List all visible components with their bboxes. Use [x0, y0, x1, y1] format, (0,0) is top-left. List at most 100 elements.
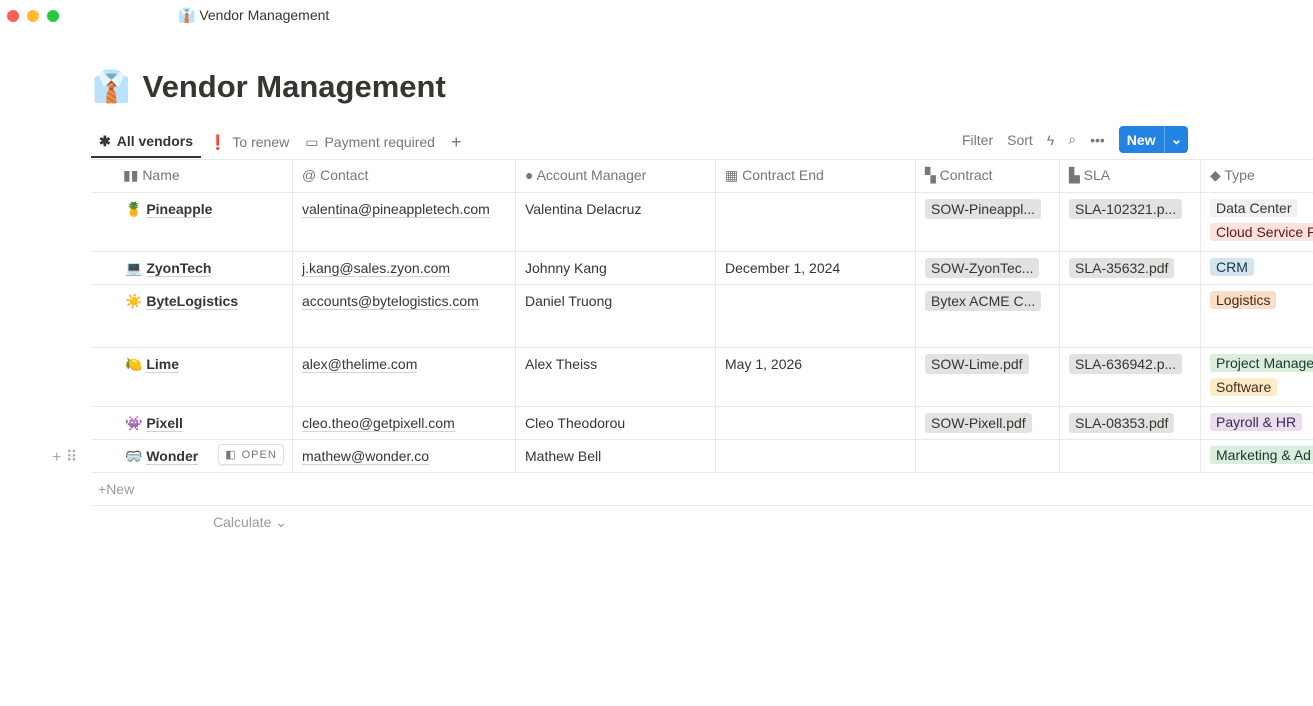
sla-cell[interactable]	[1060, 285, 1201, 347]
vendor-name-link[interactable]: Wonder	[146, 448, 199, 465]
add-row-button[interactable]: + New	[91, 473, 1313, 506]
contract-cell[interactable]	[916, 440, 1060, 472]
contact-cell[interactable]: mathew@wonder.co	[293, 440, 516, 472]
contract-end-cell[interactable]	[716, 407, 916, 439]
account-manager-cell[interactable]: Valentina Delacruz	[516, 193, 716, 251]
contract-cell[interactable]: SOW-ZyonTec...	[916, 252, 1060, 284]
contract-file[interactable]: SOW-ZyonTec...	[925, 258, 1040, 278]
calculate-button[interactable]: Calculate ⌄	[213, 514, 287, 530]
contact-cell[interactable]: cleo.theo@getpixell.com	[293, 407, 516, 439]
name-cell[interactable]: ☀️ ByteLogistics	[91, 285, 293, 347]
sla-cell[interactable]: SLA-08353.pdf	[1060, 407, 1201, 439]
type-tag[interactable]: Cloud Service P	[1210, 223, 1313, 241]
type-cell[interactable]: Project Manage Software	[1201, 348, 1313, 406]
automation-bolt-icon[interactable]: ϟ	[1046, 131, 1055, 148]
type-cell[interactable]: Marketing & Ad	[1201, 440, 1313, 472]
sla-cell[interactable]: SLA-35632.pdf	[1060, 252, 1201, 284]
name-cell[interactable]: 🥽 Wonder ◧ OPEN	[91, 440, 293, 472]
type-cell[interactable]: Payroll & HR	[1201, 407, 1313, 439]
contact-cell[interactable]: accounts@bytelogistics.com	[293, 285, 516, 347]
table-row[interactable]: 🥽 Wonder ◧ OPEN mathew@wonder.co Mathew Be…	[91, 440, 1313, 473]
minimize-window-button[interactable]	[27, 10, 39, 22]
contract-end-cell[interactable]: December 1, 2024	[716, 252, 916, 284]
row-add-drag-handle[interactable]: + ⠿	[52, 449, 78, 466]
column-header-account-manager[interactable]: ● Account Manager	[516, 160, 716, 192]
contract-file[interactable]: SOW-Pineappl...	[925, 199, 1042, 219]
name-cell[interactable]: 🍋 Lime	[91, 348, 293, 406]
contract-cell[interactable]: SOW-Pineappl...	[916, 193, 1060, 251]
type-tag[interactable]: Logistics	[1210, 291, 1277, 309]
more-options-icon[interactable]: •••	[1090, 131, 1105, 148]
type-tag[interactable]: Project Manage	[1210, 354, 1313, 372]
column-header-contract[interactable]: ▚ Contract	[916, 160, 1060, 192]
column-header-name[interactable]: ▮▮ Name	[91, 160, 293, 192]
type-tag[interactable]: Software	[1210, 378, 1278, 396]
add-view-button[interactable]: +	[450, 131, 462, 152]
tab-to-renew[interactable]: ❗ To renew	[201, 126, 297, 158]
vendor-name-link[interactable]: Pineapple	[146, 201, 213, 218]
sla-cell[interactable]: SLA-102321.p...	[1060, 193, 1201, 251]
search-icon[interactable]: ⌕	[1068, 131, 1077, 147]
sla-cell[interactable]: SLA-636942.p...	[1060, 348, 1201, 406]
vendor-name-link[interactable]: ZyonTech	[146, 260, 212, 277]
tab-all-vendors[interactable]: ✱ All vendors	[91, 126, 201, 158]
column-header-sla[interactable]: ▙ SLA	[1060, 160, 1201, 192]
name-cell[interactable]: 💻 ZyonTech	[91, 252, 293, 284]
contract-file[interactable]: SOW-Pixell.pdf	[925, 413, 1032, 433]
sla-file[interactable]: SLA-636942.p...	[1069, 354, 1183, 374]
type-cell[interactable]: CRM	[1201, 252, 1313, 284]
account-manager-cell[interactable]: Cleo Theodorou	[516, 407, 716, 439]
sla-file[interactable]: SLA-102321.p...	[1069, 199, 1183, 219]
contact-email[interactable]: mathew@wonder.co	[302, 448, 430, 465]
type-tag[interactable]: Payroll & HR	[1210, 413, 1303, 431]
column-header-contact[interactable]: @ Contact	[293, 160, 516, 192]
close-window-button[interactable]	[7, 10, 19, 22]
contact-cell[interactable]: alex@thelime.com	[293, 348, 516, 406]
table-row[interactable]: 👾 Pixell cleo.theo@getpixell.com Cleo Th…	[91, 407, 1313, 440]
contact-email[interactable]: j.kang@sales.zyon.com	[302, 260, 451, 277]
table-row[interactable]: 💻 ZyonTech j.kang@sales.zyon.com Johnny …	[91, 252, 1313, 285]
tab-payment-required[interactable]: ▭ Payment required	[297, 126, 443, 158]
name-cell[interactable]: 👾 Pixell	[91, 407, 293, 439]
vendor-name-link[interactable]: Pixell	[146, 415, 183, 432]
sla-cell[interactable]	[1060, 440, 1201, 472]
table-row[interactable]: 🍋 Lime alex@thelime.com Alex Theiss May …	[91, 348, 1313, 407]
contract-end-cell[interactable]	[716, 193, 916, 251]
table-row[interactable]: ☀️ ByteLogistics accounts@bytelogistics.…	[91, 285, 1313, 348]
contract-cell[interactable]: Bytex ACME C...	[916, 285, 1060, 347]
type-tag[interactable]: CRM	[1210, 258, 1254, 276]
contract-file[interactable]: SOW-Lime.pdf	[925, 354, 1029, 374]
contact-email[interactable]: cleo.theo@getpixell.com	[302, 415, 455, 432]
chevron-down-icon[interactable]: ⌄	[1163, 126, 1189, 153]
contract-cell[interactable]: SOW-Lime.pdf	[916, 348, 1060, 406]
open-button[interactable]: ◧ OPEN	[218, 444, 284, 466]
contact-email[interactable]: valentina@pineappletech.com	[302, 201, 490, 218]
vendor-name-link[interactable]: ByteLogistics	[146, 293, 239, 310]
type-tag[interactable]: Data Center	[1210, 199, 1298, 217]
type-cell[interactable]: Data Center Cloud Service P	[1201, 193, 1313, 251]
new-button[interactable]: New ⌄	[1118, 126, 1189, 153]
contact-cell[interactable]: j.kang@sales.zyon.com	[293, 252, 516, 284]
contact-email[interactable]: accounts@bytelogistics.com	[302, 293, 479, 310]
new-button-label[interactable]: New	[1126, 131, 1156, 148]
account-manager-cell[interactable]: Johnny Kang	[516, 252, 716, 284]
column-header-type[interactable]: ◆ Type	[1201, 160, 1313, 192]
column-header-contract-end[interactable]: ▦ Contract End	[716, 160, 916, 192]
type-tag[interactable]: Marketing & Ad	[1210, 446, 1313, 464]
account-manager-cell[interactable]: Mathew Bell	[516, 440, 716, 472]
contract-cell[interactable]: SOW-Pixell.pdf	[916, 407, 1060, 439]
sla-file[interactable]: SLA-35632.pdf	[1069, 258, 1175, 278]
name-cell[interactable]: 🍍 Pineapple	[91, 193, 293, 251]
contact-email[interactable]: alex@thelime.com	[302, 356, 418, 373]
contract-end-cell[interactable]	[716, 440, 916, 472]
vendor-name-link[interactable]: Lime	[146, 356, 180, 373]
account-manager-cell[interactable]: Daniel Truong	[516, 285, 716, 347]
contact-cell[interactable]: valentina@pineappletech.com	[293, 193, 516, 251]
filter-button[interactable]: Filter	[962, 131, 994, 148]
sla-file[interactable]: SLA-08353.pdf	[1069, 413, 1175, 433]
contract-end-cell[interactable]: May 1, 2026	[716, 348, 916, 406]
contract-end-cell[interactable]	[716, 285, 916, 347]
zoom-window-button[interactable]	[47, 10, 59, 22]
sort-button[interactable]: Sort	[1007, 131, 1033, 148]
type-cell[interactable]: Logistics	[1201, 285, 1313, 347]
